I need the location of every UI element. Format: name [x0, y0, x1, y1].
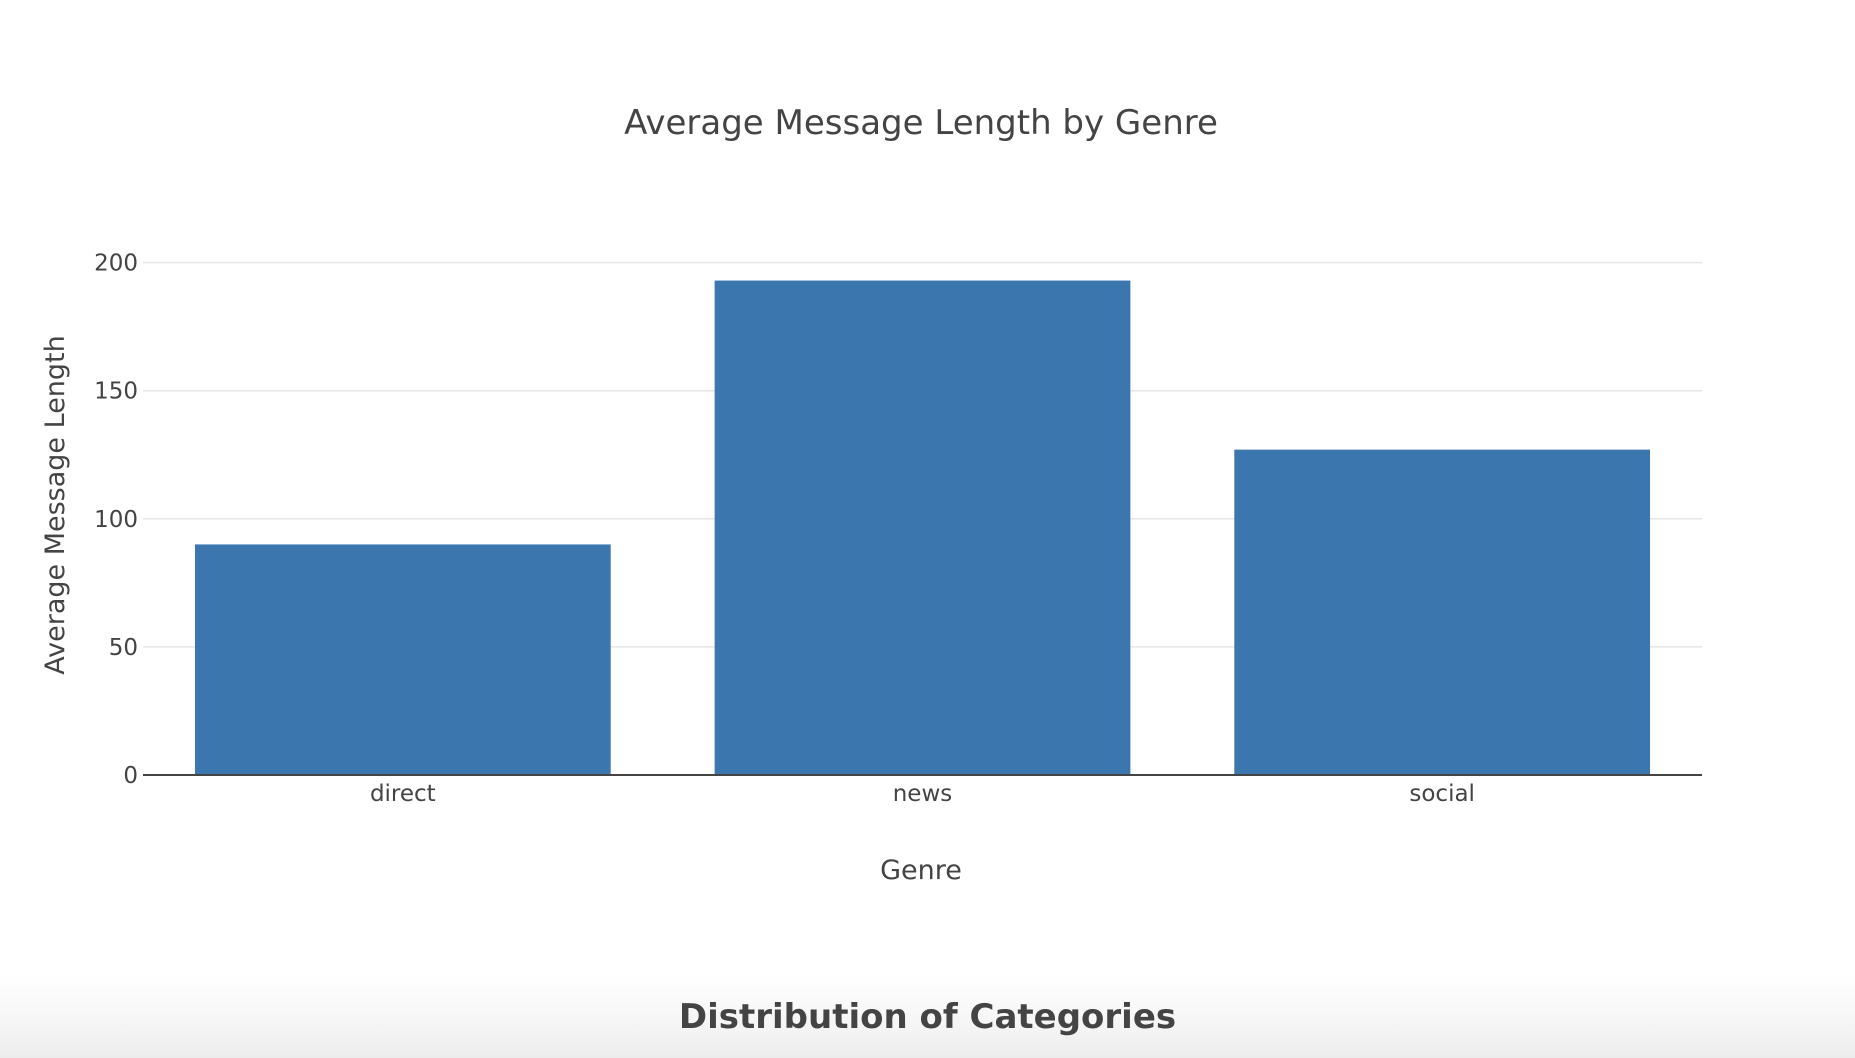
y-tick-label: 100	[94, 507, 138, 533]
bar-direct[interactable]	[194, 544, 611, 775]
y-tick-labels: 0 50 100 150 200	[94, 251, 138, 789]
x-tick-labels: direct news social	[370, 781, 1475, 807]
bar-chart: Average Message Length by Genre 0 50 100 15…	[40, 103, 1702, 886]
second-chart-title: Distribution of Categories	[678, 997, 1177, 1037]
bar-social[interactable]	[1234, 449, 1651, 775]
x-tick-label: news	[893, 781, 953, 807]
y-tick-label: 0	[123, 763, 138, 789]
x-tick-label: social	[1409, 781, 1475, 807]
y-tick-label: 200	[94, 251, 138, 277]
x-axis-title: Genre	[880, 855, 962, 886]
bars	[194, 280, 1651, 775]
y-tick-label: 150	[94, 379, 138, 405]
x-tick-label: direct	[370, 781, 436, 807]
y-axis-title: Average Message Length	[40, 335, 71, 675]
chart-title: Average Message Length by Genre	[624, 103, 1218, 143]
y-tick-label: 50	[109, 635, 138, 661]
bar-news[interactable]	[714, 280, 1131, 775]
